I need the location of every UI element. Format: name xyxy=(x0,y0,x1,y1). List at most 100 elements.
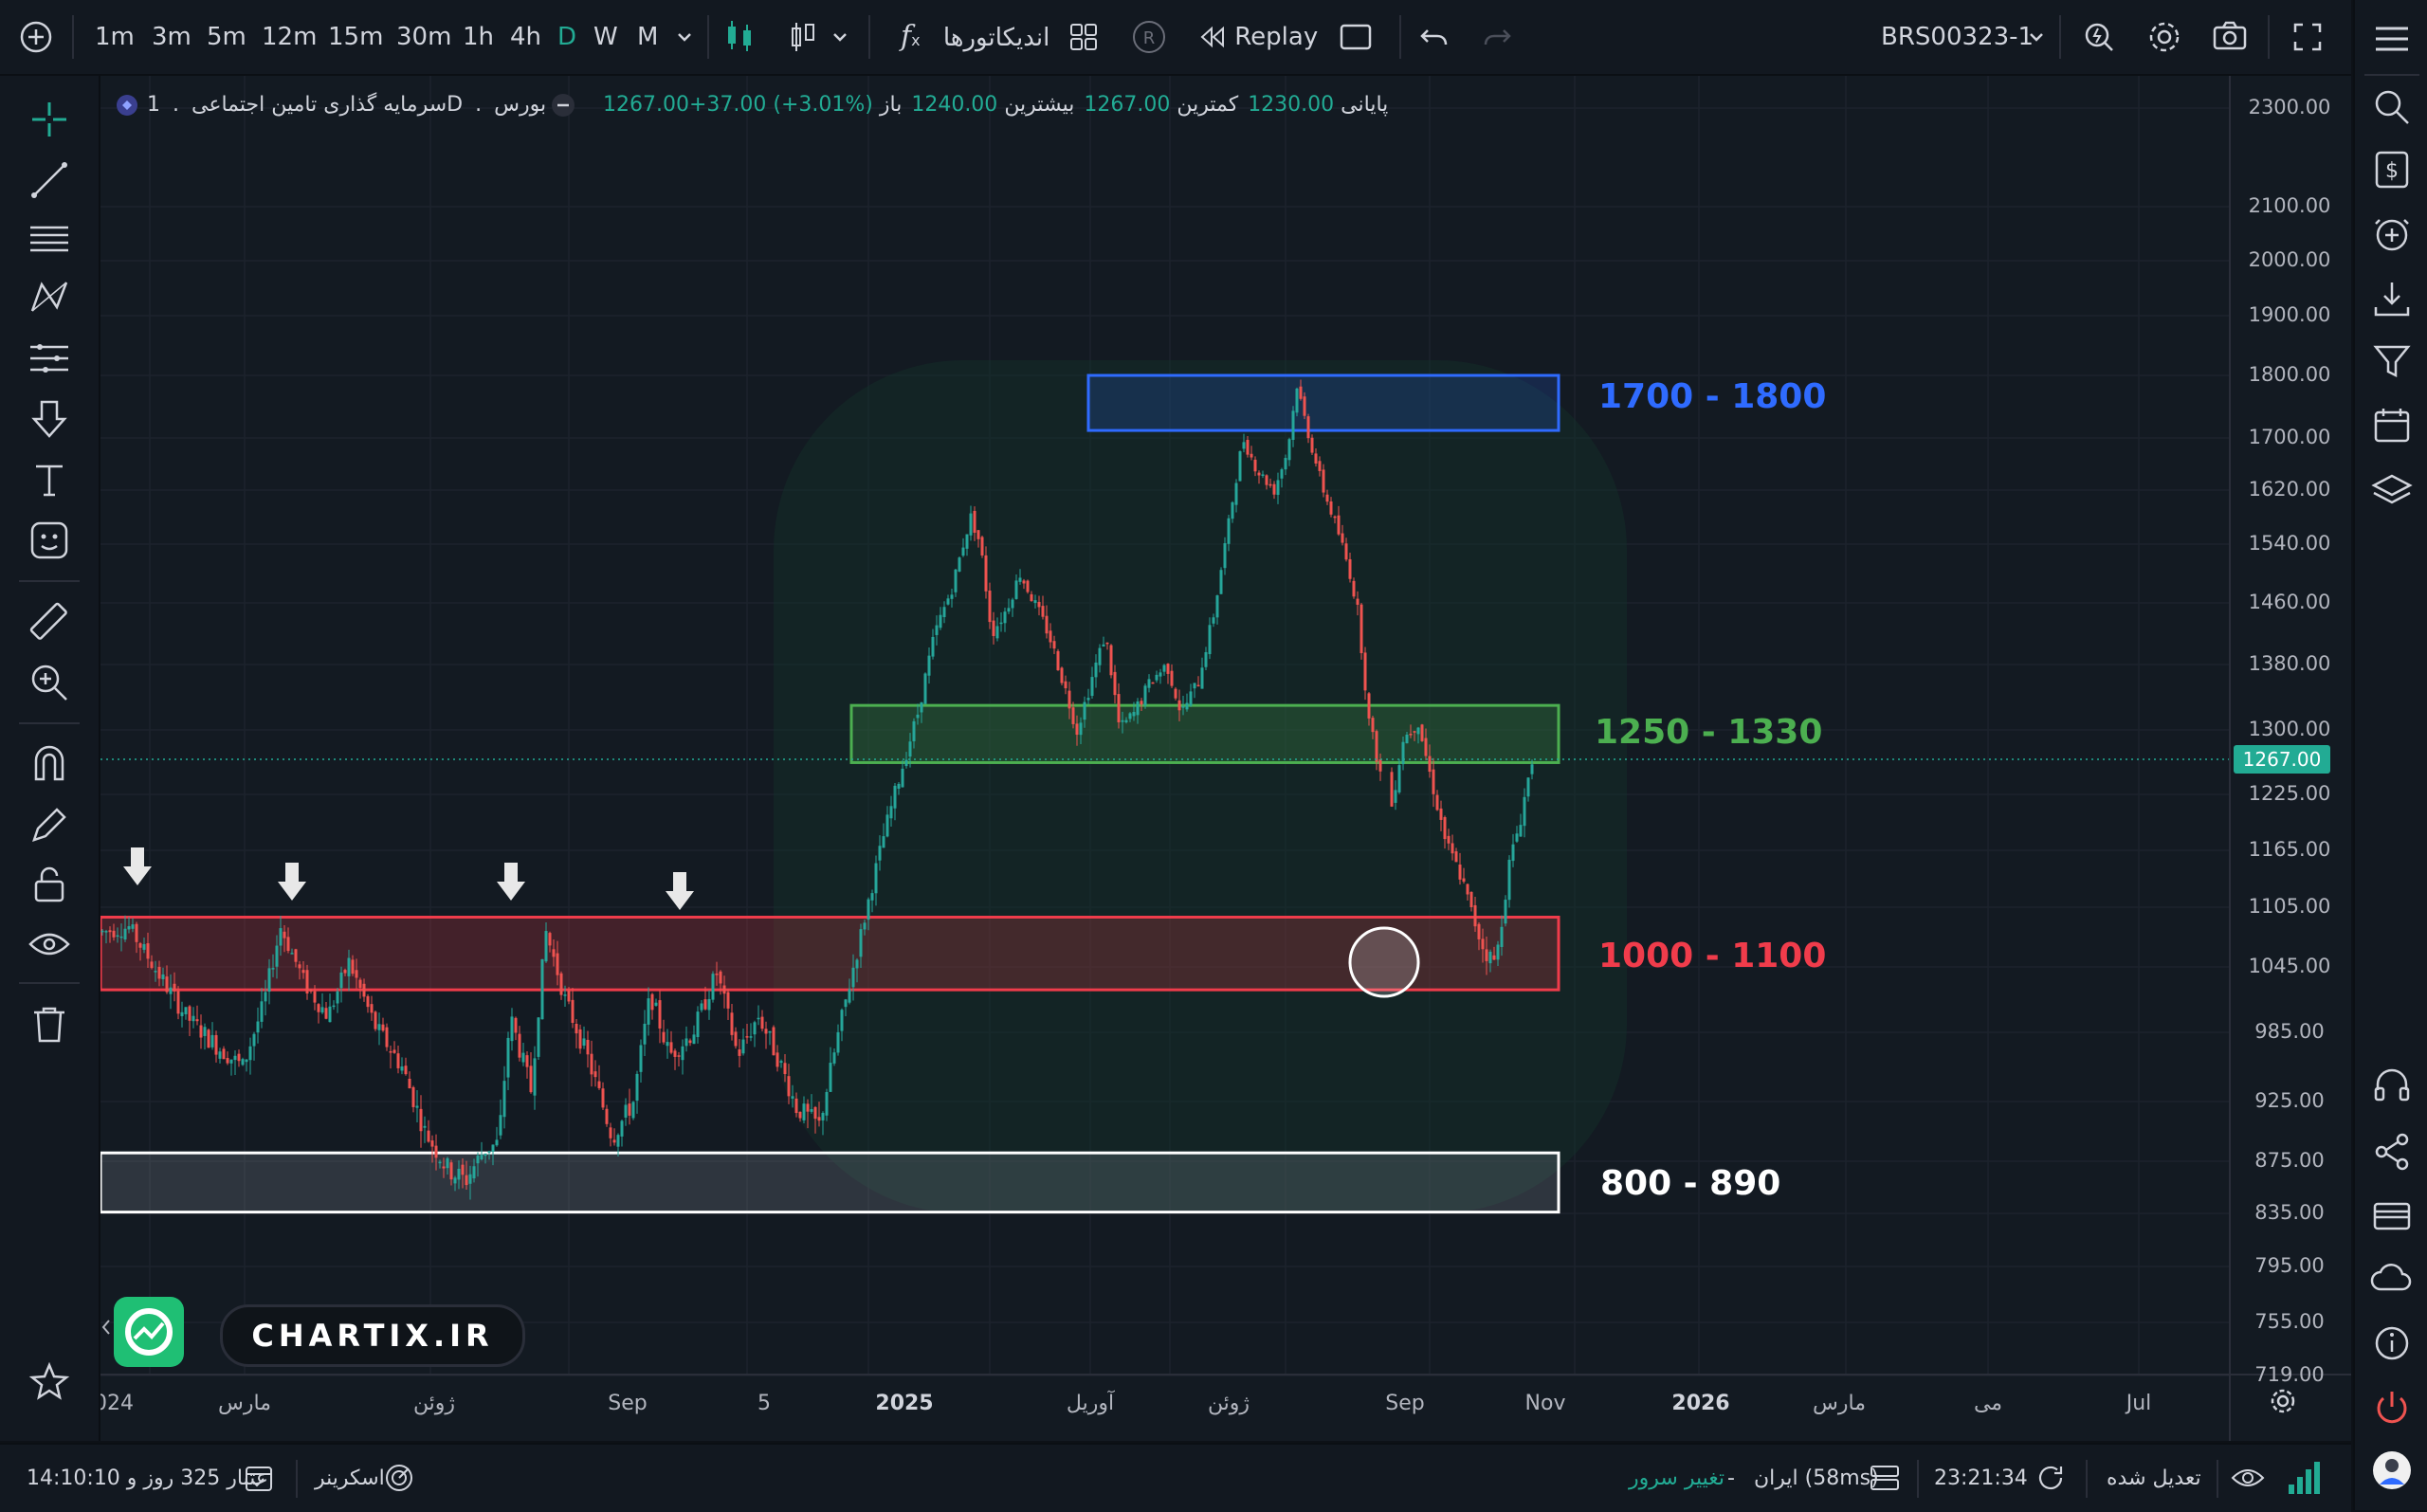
timeframe-3m[interactable]: 3m xyxy=(152,23,192,51)
candles-chart-type-icon[interactable] xyxy=(722,0,757,74)
candle-body xyxy=(279,928,283,946)
candle-body xyxy=(328,1006,332,1023)
legend-collapse-button[interactable] xyxy=(548,89,578,121)
timeframe-D[interactable]: D xyxy=(557,23,577,51)
refresh-icon[interactable] xyxy=(2035,1462,2067,1494)
candle-body xyxy=(1416,727,1420,735)
candle-body xyxy=(939,614,942,628)
radar-screener-icon[interactable] xyxy=(383,1462,415,1494)
adjusted-prices-toggle[interactable]: تعدیل شده xyxy=(2107,1466,2201,1490)
ruler-icon[interactable] xyxy=(25,597,74,647)
zoom-in-icon[interactable] xyxy=(25,658,74,707)
symbol-selector[interactable]: BRS00323-1 xyxy=(1881,23,2035,51)
share-icon[interactable] xyxy=(2366,1126,2418,1177)
timeframe-1h[interactable]: 1h xyxy=(463,23,495,51)
magnet-icon[interactable] xyxy=(25,739,74,789)
candle-body xyxy=(1432,769,1435,794)
candle-body xyxy=(283,931,286,938)
price-chart[interactable] xyxy=(100,76,2351,1441)
bars-chart-type-icon[interactable] xyxy=(787,0,821,74)
add-symbol-button[interactable] xyxy=(17,0,55,74)
timeframe-W[interactable]: W xyxy=(593,23,618,51)
user-avatar[interactable] xyxy=(2366,1445,2418,1496)
trash-icon[interactable] xyxy=(25,999,74,1048)
candle-body xyxy=(992,620,995,636)
candle-body xyxy=(1500,926,1504,947)
candle-body xyxy=(1060,667,1064,683)
filter-icon[interactable] xyxy=(2366,336,2418,387)
candle-body xyxy=(684,1038,688,1047)
screener-label[interactable]: اسکرینر xyxy=(315,1466,385,1490)
trend-line-icon[interactable] xyxy=(25,155,74,205)
lock-icon[interactable] xyxy=(25,859,74,908)
info-icon[interactable] xyxy=(2366,1318,2418,1369)
text-tool-icon[interactable] xyxy=(25,455,74,504)
price-tick-label: 1165.00 xyxy=(2248,838,2331,861)
axis-settings-gear-icon[interactable] xyxy=(2266,1384,2300,1418)
timeframe-M[interactable]: M xyxy=(637,23,659,51)
camera-screenshot-icon[interactable] xyxy=(2211,0,2249,74)
candle-body xyxy=(180,1011,184,1016)
payment-card-icon[interactable] xyxy=(2366,1191,2418,1242)
calendar-check-icon[interactable] xyxy=(243,1462,275,1494)
calendar-icon[interactable] xyxy=(2366,400,2418,451)
chart-type-chevron-icon[interactable] xyxy=(830,0,849,74)
alert-add-icon[interactable] xyxy=(2366,209,2418,260)
fib-retracement-icon[interactable] xyxy=(25,214,74,264)
alert-rectangle-icon[interactable] xyxy=(1339,0,1373,74)
forecast-tools-icon[interactable] xyxy=(25,334,74,383)
menu-hamburger-icon[interactable] xyxy=(2366,13,2418,64)
registered-r-icon[interactable]: R xyxy=(1130,0,1168,74)
candle-body xyxy=(411,1086,415,1107)
zone-1250-1330[interactable] xyxy=(849,703,1560,764)
candle-body xyxy=(1079,722,1083,736)
timeframe-15m[interactable]: 15m xyxy=(328,23,384,51)
time-tick-label: Jul xyxy=(2126,1392,2152,1415)
chart-area[interactable]: سرمایه گذاری تامین اجتماعی . 1D . بورس 1… xyxy=(100,76,2351,1441)
emoji-icon[interactable] xyxy=(25,516,74,565)
layers-icon[interactable] xyxy=(2366,465,2418,516)
server-icon[interactable] xyxy=(1868,1462,1902,1494)
power-logout-icon[interactable] xyxy=(2366,1382,2418,1433)
timeframe-5m[interactable]: 5m xyxy=(207,23,246,51)
settings-gear-icon[interactable] xyxy=(2146,0,2182,74)
dollar-watchlist-icon[interactable]: $ xyxy=(2366,144,2418,195)
pattern-icon[interactable] xyxy=(25,273,74,322)
timeframe-1m[interactable]: 1m xyxy=(95,23,135,51)
templates-grid-icon[interactable] xyxy=(1068,0,1100,74)
undo-icon[interactable] xyxy=(1418,0,1451,74)
favorites-star-icon[interactable] xyxy=(25,1357,74,1407)
candle-body xyxy=(1143,685,1147,706)
zone-1700-1800[interactable] xyxy=(1086,373,1560,432)
search-icon[interactable] xyxy=(2366,82,2418,133)
timeframe-30m[interactable]: 30m xyxy=(396,23,452,51)
candle-body xyxy=(362,983,366,997)
replay-button[interactable]: Replay xyxy=(1198,0,1318,74)
eye-icon[interactable] xyxy=(25,920,74,969)
candle-body xyxy=(1030,593,1033,602)
zone-1000-1100[interactable] xyxy=(100,916,1560,992)
download-icon[interactable] xyxy=(2366,273,2418,324)
price-tick-label: 925.00 xyxy=(2254,1089,2325,1112)
support-headset-icon[interactable] xyxy=(2366,1060,2418,1111)
collapse-left-chevron-icon[interactable] xyxy=(100,1313,114,1341)
fullscreen-icon[interactable] xyxy=(2290,0,2325,74)
redo-icon[interactable] xyxy=(1481,0,1513,74)
eye-visibility-icon[interactable] xyxy=(2230,1462,2266,1494)
change-server-link[interactable]: تغییر سرور xyxy=(1629,1466,1724,1490)
cloud-settings-icon[interactable] xyxy=(2366,1253,2418,1304)
indicators-button[interactable]: fx اندیکاتورها xyxy=(901,20,1050,53)
candle-body xyxy=(882,836,885,848)
timeframe-4h[interactable]: 4h xyxy=(510,23,542,51)
zone-800-890[interactable] xyxy=(100,1151,1560,1214)
pencil-lock-icon[interactable] xyxy=(25,800,74,849)
symbol-chevron-icon[interactable] xyxy=(2027,0,2046,74)
timeframe-dropdown-chevron-icon[interactable] xyxy=(675,0,694,74)
arrow-down-icon[interactable] xyxy=(25,394,74,444)
crosshair-icon[interactable] xyxy=(25,95,74,144)
quick-search-icon[interactable] xyxy=(2082,0,2116,74)
timeframe-12m[interactable]: 12m xyxy=(262,23,318,51)
candle-body xyxy=(711,974,715,1000)
symbol-market: بورس xyxy=(494,93,547,117)
rewind-icon xyxy=(1200,26,1224,48)
